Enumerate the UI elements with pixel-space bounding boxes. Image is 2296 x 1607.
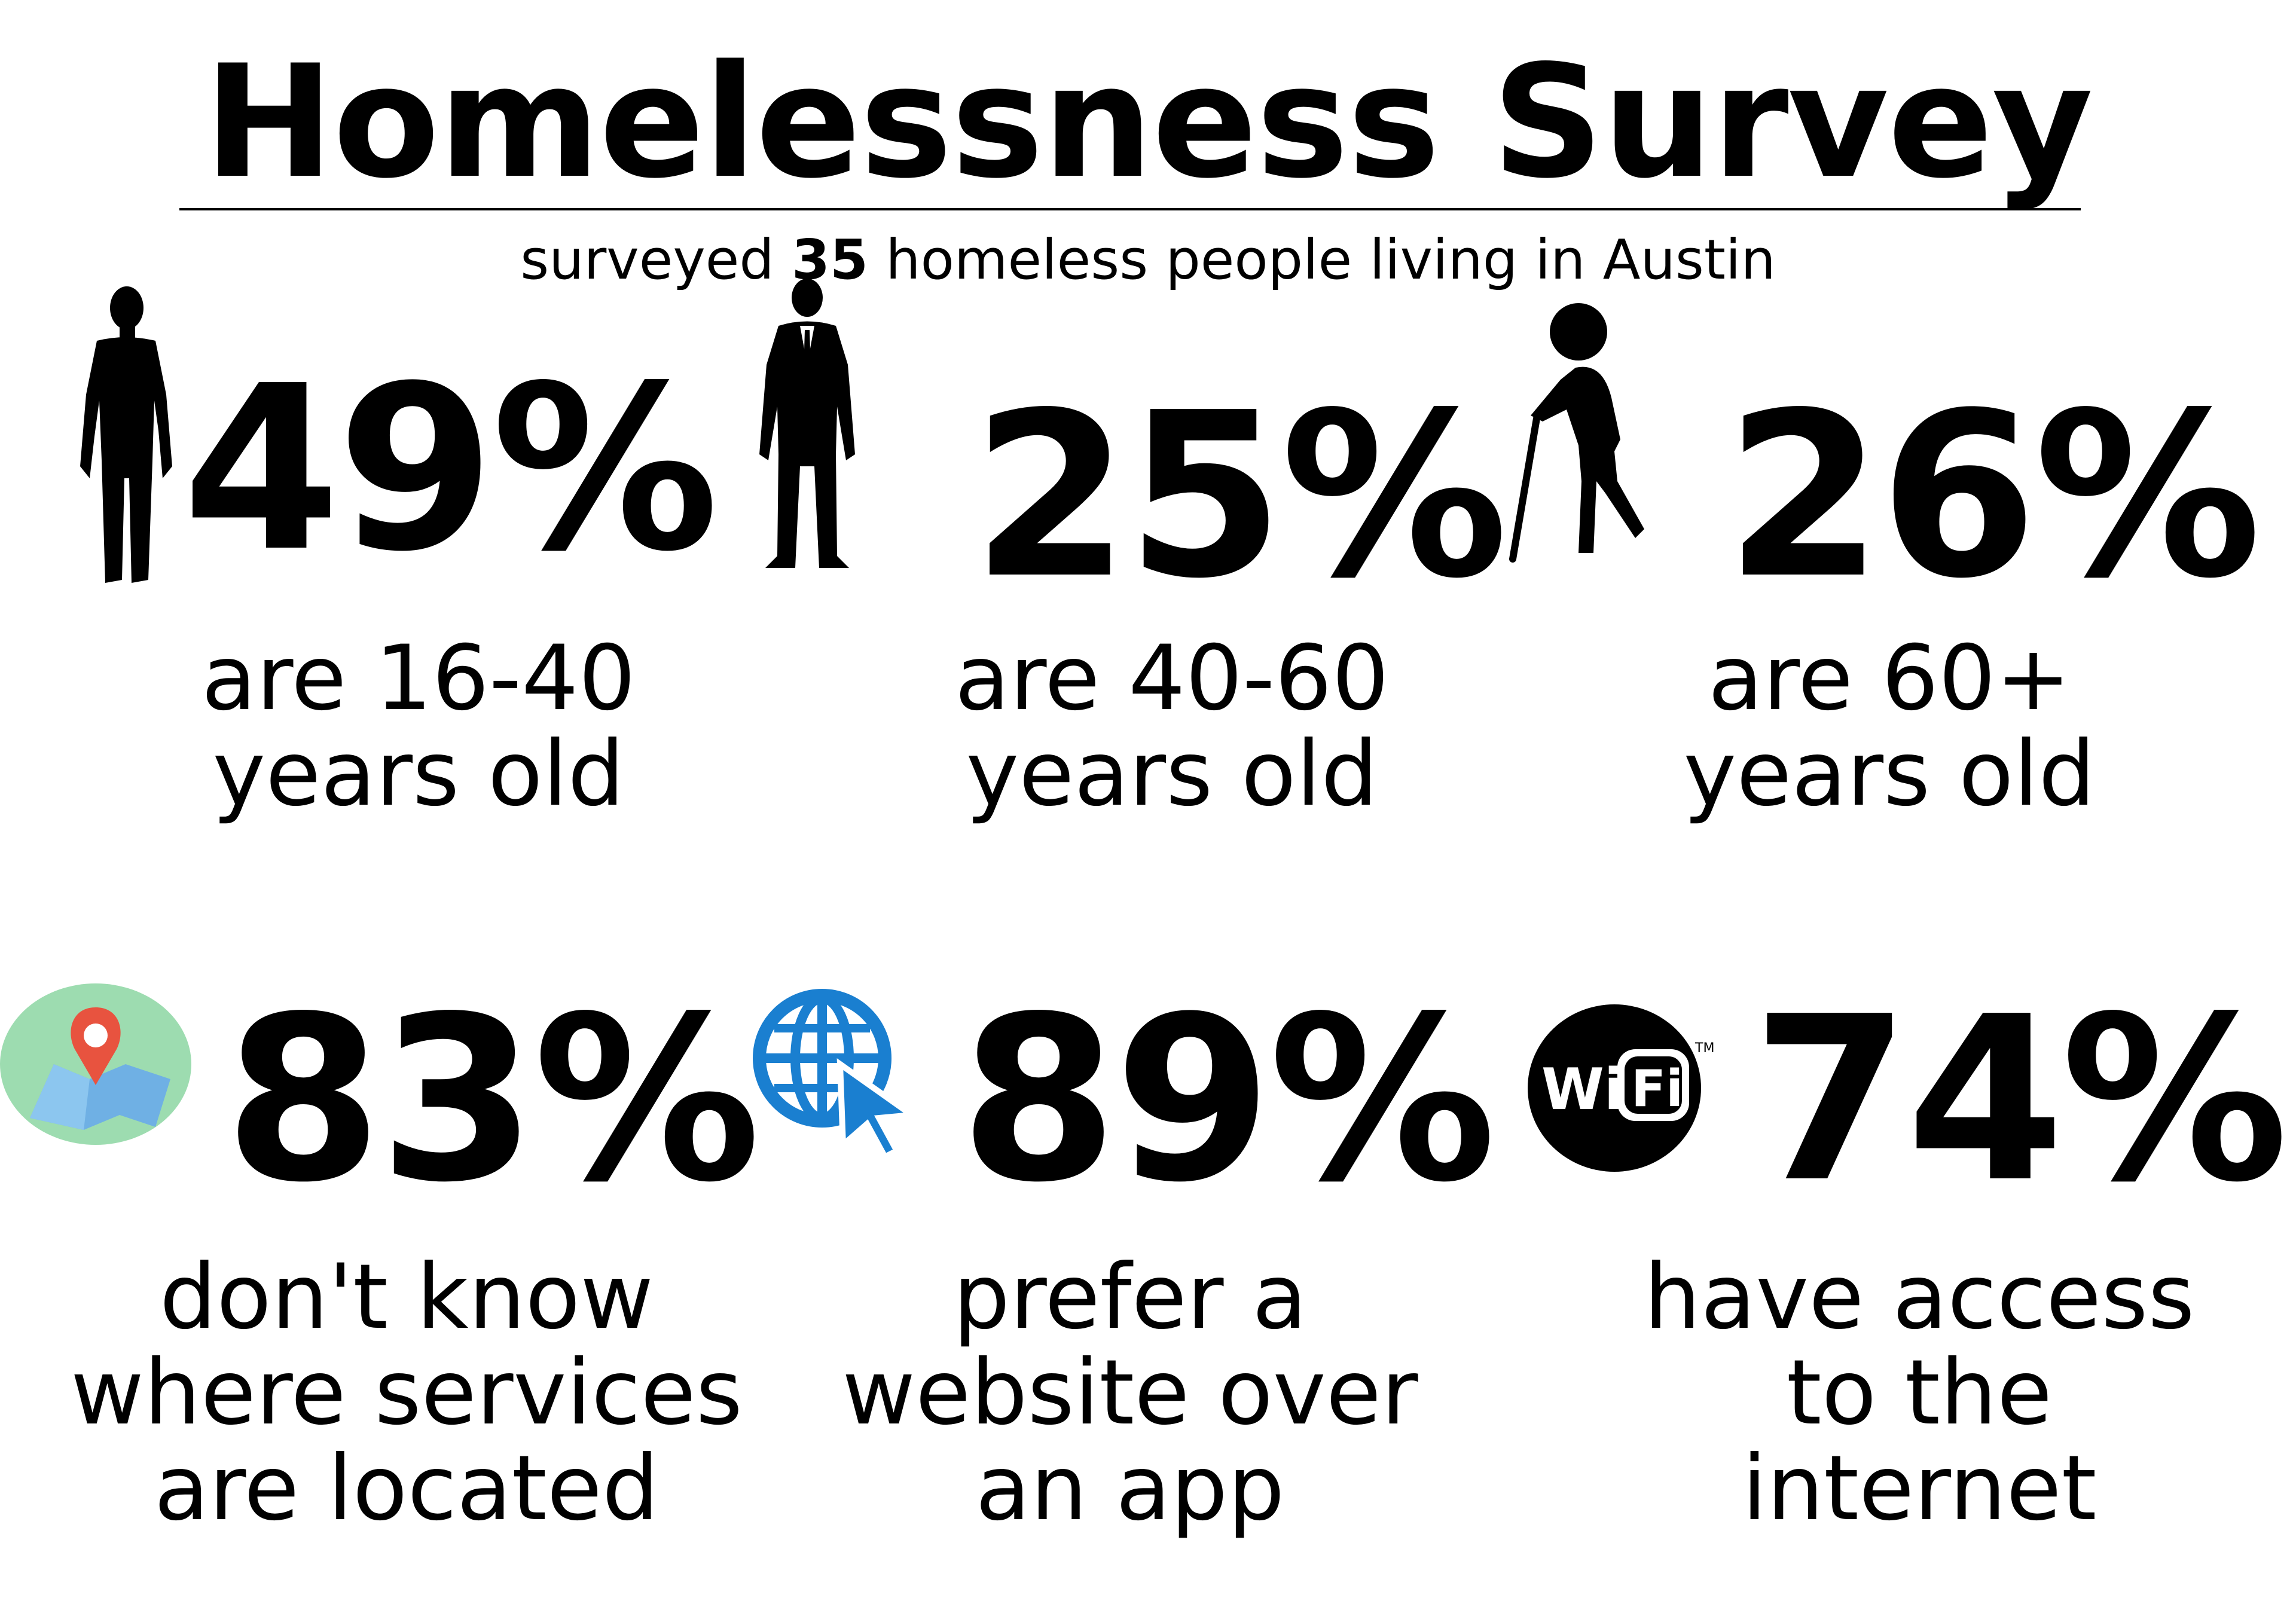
stat-caption-16-40: are 16-40 years old (179, 631, 658, 822)
title-divider (179, 208, 2081, 210)
svg-text:Wi: Wi (1541, 1057, 1623, 1123)
young-man-silhouette-icon (72, 281, 179, 586)
stat-value-services: 83% (224, 967, 761, 1232)
svg-text:TM: TM (1694, 1041, 1714, 1056)
businessman-silhouette-icon (747, 275, 867, 574)
elderly-person-cane-icon (1495, 302, 1668, 571)
globe-cursor-icon (750, 986, 918, 1160)
map-pin-icon (0, 980, 197, 1148)
wifi-logo-icon: Wi Fi TM (1525, 998, 1728, 1178)
stat-value-40-60: 25% (972, 363, 1509, 628)
stat-caption-60-plus: are 60+ years old (1650, 631, 2129, 822)
subtitle-after: homeless people living in Austin (868, 228, 1776, 292)
caption-line: are 40-60 (954, 627, 1390, 731)
stat-caption-40-60: are 40-60 years old (933, 631, 1411, 822)
caption-line: years old (1683, 722, 2096, 826)
page-title: Homelessness Survey (204, 32, 2093, 213)
caption-line: internet (1742, 1437, 2097, 1541)
subtitle-before: surveyed (520, 228, 792, 292)
stat-caption-internet: have access to the internet (1561, 1249, 2278, 1536)
subtitle: surveyed 35 homeless people living in Au… (0, 224, 2296, 296)
caption-line: years old (212, 722, 625, 826)
stat-caption-website: prefer a website over an app (771, 1249, 1489, 1536)
caption-line: have access (1644, 1245, 2195, 1349)
caption-line: where services (71, 1341, 743, 1445)
svg-text:Fi: Fi (1631, 1059, 1683, 1119)
caption-line: years old (966, 722, 1378, 826)
caption-line: an app (975, 1437, 1285, 1541)
stat-caption-services: don't know where services are located (48, 1249, 765, 1536)
caption-line: don't know (159, 1245, 654, 1349)
stat-value-internet: 74% (1752, 967, 2289, 1232)
caption-line: are 16-40 (201, 627, 636, 731)
stat-value-60-plus: 26% (1725, 363, 2262, 628)
stat-value-website: 89% (960, 967, 1497, 1232)
caption-line: are located (154, 1437, 660, 1541)
caption-line: are 60+ (1708, 627, 2071, 731)
stat-value-16-40: 49% (182, 337, 719, 601)
caption-line: to the (1786, 1341, 2053, 1445)
caption-line: prefer a (952, 1245, 1308, 1349)
caption-line: website over (842, 1341, 1418, 1445)
